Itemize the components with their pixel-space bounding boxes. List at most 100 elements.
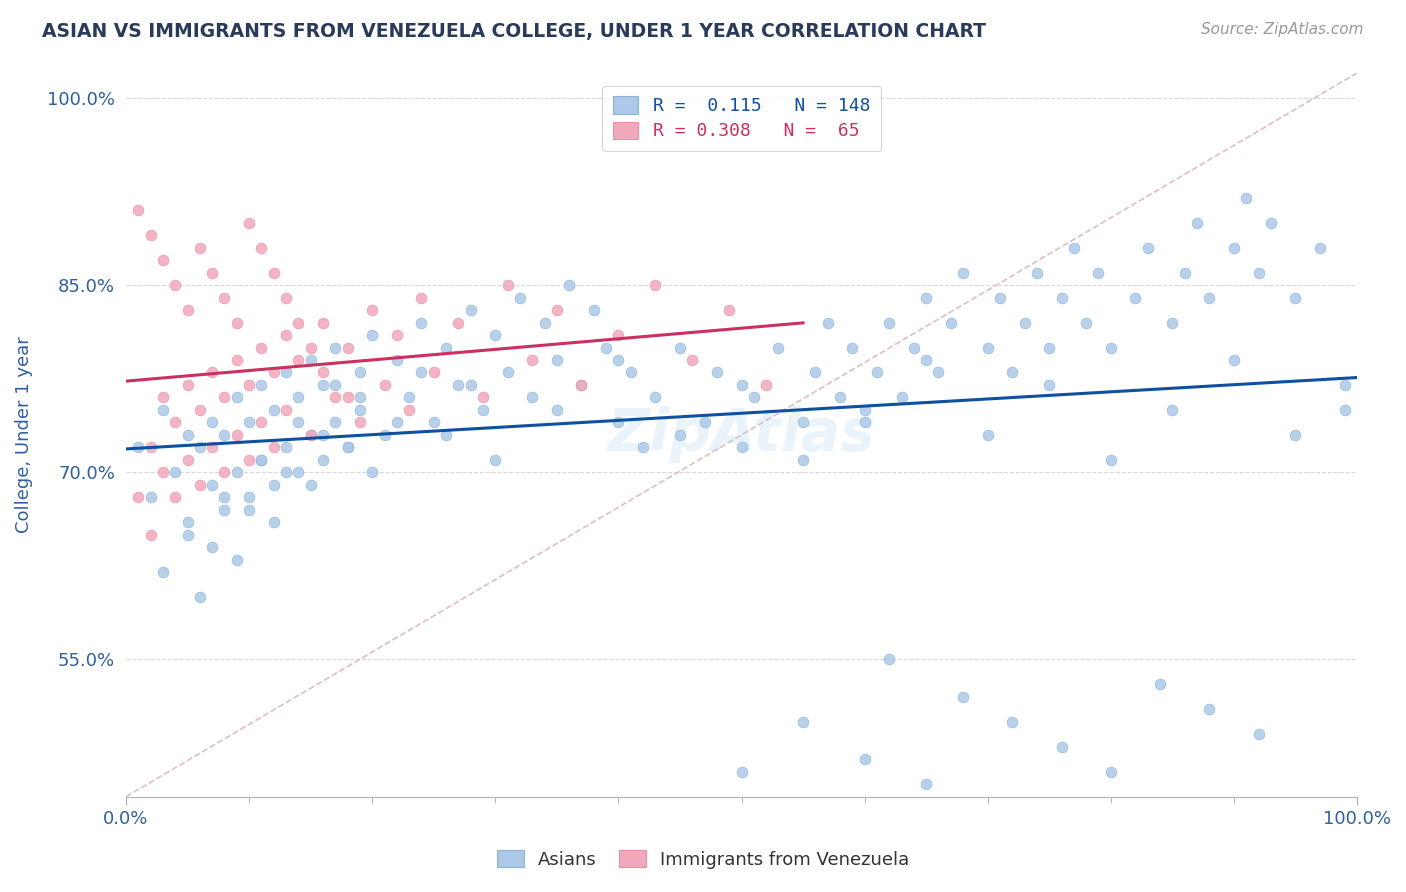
Point bbox=[1198, 702, 1220, 716]
Y-axis label: College, Under 1 year: College, Under 1 year bbox=[15, 336, 32, 533]
Point bbox=[139, 527, 162, 541]
Point bbox=[188, 590, 211, 604]
Point bbox=[263, 515, 285, 529]
Point bbox=[398, 403, 420, 417]
Point bbox=[730, 378, 752, 392]
Point bbox=[828, 391, 851, 405]
Point bbox=[460, 303, 482, 318]
Point bbox=[373, 428, 395, 442]
Point bbox=[250, 416, 273, 430]
Point bbox=[533, 316, 555, 330]
Point bbox=[188, 403, 211, 417]
Point bbox=[411, 291, 433, 305]
Point bbox=[582, 303, 605, 318]
Point bbox=[250, 241, 273, 255]
Point bbox=[238, 416, 260, 430]
Point bbox=[1026, 266, 1049, 280]
Point bbox=[1333, 378, 1355, 392]
Point bbox=[250, 452, 273, 467]
Point bbox=[385, 353, 408, 368]
Point bbox=[225, 391, 247, 405]
Point bbox=[927, 366, 949, 380]
Point bbox=[225, 353, 247, 368]
Point bbox=[1125, 291, 1147, 305]
Point bbox=[323, 391, 346, 405]
Point bbox=[509, 291, 531, 305]
Point bbox=[522, 353, 544, 368]
Point bbox=[890, 391, 912, 405]
Point bbox=[681, 353, 703, 368]
Point bbox=[939, 316, 962, 330]
Point bbox=[152, 465, 174, 479]
Point bbox=[385, 328, 408, 343]
Point bbox=[877, 316, 900, 330]
Point bbox=[238, 378, 260, 392]
Point bbox=[472, 391, 495, 405]
Point bbox=[361, 465, 384, 479]
Point bbox=[1247, 266, 1270, 280]
Point bbox=[1001, 366, 1024, 380]
Point bbox=[188, 441, 211, 455]
Point bbox=[201, 416, 224, 430]
Point bbox=[299, 477, 322, 491]
Point bbox=[201, 266, 224, 280]
Point bbox=[669, 341, 692, 355]
Point bbox=[853, 416, 876, 430]
Point bbox=[188, 241, 211, 255]
Point bbox=[1333, 403, 1355, 417]
Point bbox=[176, 428, 198, 442]
Point bbox=[1099, 452, 1122, 467]
Point bbox=[336, 391, 359, 405]
Point bbox=[349, 391, 371, 405]
Point bbox=[165, 490, 187, 504]
Text: ZipAtlas: ZipAtlas bbox=[607, 407, 876, 463]
Point bbox=[176, 527, 198, 541]
Point bbox=[522, 391, 544, 405]
Point bbox=[299, 341, 322, 355]
Point bbox=[165, 416, 187, 430]
Point bbox=[804, 366, 827, 380]
Point bbox=[1014, 316, 1036, 330]
Point bbox=[323, 378, 346, 392]
Point bbox=[1174, 266, 1197, 280]
Point bbox=[287, 316, 309, 330]
Point bbox=[422, 366, 444, 380]
Point bbox=[1099, 764, 1122, 779]
Point bbox=[952, 266, 974, 280]
Point bbox=[1284, 291, 1306, 305]
Point bbox=[1050, 291, 1073, 305]
Point bbox=[263, 403, 285, 417]
Point bbox=[287, 391, 309, 405]
Point bbox=[1099, 341, 1122, 355]
Point bbox=[385, 416, 408, 430]
Point bbox=[176, 303, 198, 318]
Point bbox=[176, 378, 198, 392]
Point bbox=[546, 403, 568, 417]
Point bbox=[620, 366, 643, 380]
Point bbox=[817, 316, 839, 330]
Point bbox=[201, 366, 224, 380]
Point bbox=[201, 441, 224, 455]
Point bbox=[1260, 216, 1282, 230]
Point bbox=[165, 465, 187, 479]
Point bbox=[1309, 241, 1331, 255]
Point bbox=[730, 764, 752, 779]
Point bbox=[336, 341, 359, 355]
Point bbox=[484, 452, 506, 467]
Point bbox=[853, 752, 876, 766]
Point bbox=[127, 203, 149, 218]
Point bbox=[792, 714, 814, 729]
Point bbox=[238, 490, 260, 504]
Point bbox=[299, 428, 322, 442]
Point bbox=[1247, 727, 1270, 741]
Point bbox=[1161, 316, 1184, 330]
Point bbox=[312, 366, 335, 380]
Point bbox=[312, 428, 335, 442]
Point bbox=[607, 328, 630, 343]
Point bbox=[644, 278, 666, 293]
Point bbox=[952, 690, 974, 704]
Point bbox=[988, 291, 1011, 305]
Point bbox=[1198, 291, 1220, 305]
Point bbox=[853, 403, 876, 417]
Point bbox=[915, 291, 938, 305]
